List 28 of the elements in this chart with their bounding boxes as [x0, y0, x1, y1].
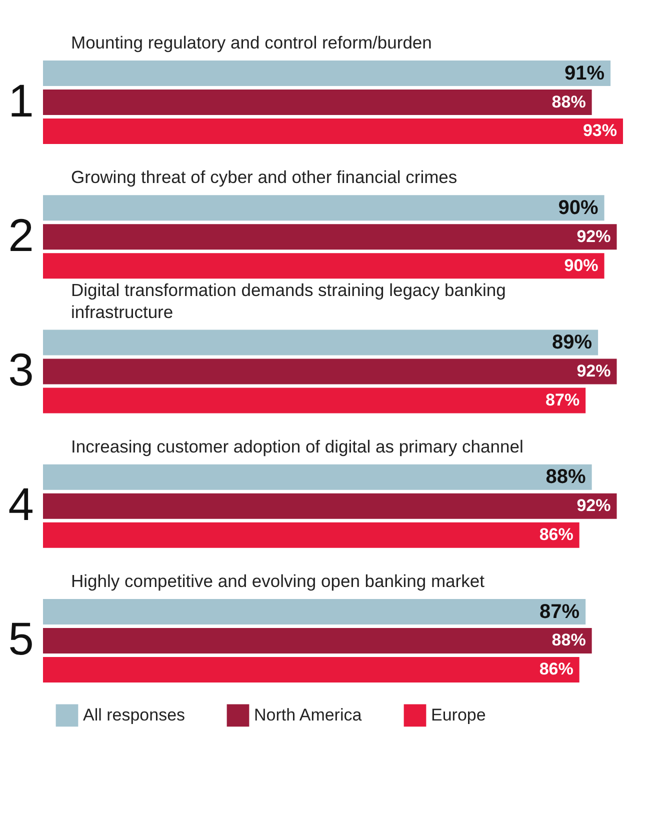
data-label: 89%: [552, 332, 592, 354]
text: 1: [8, 74, 34, 126]
data-label: 90%: [564, 256, 598, 275]
y-tick-label: Mounting regulatory and control reform/burden: [71, 32, 432, 53]
data-label: 93%: [582, 121, 617, 140]
data-label: 88%: [552, 630, 586, 650]
y-tick-label: Highly competitive and evolving open banking market: [71, 571, 485, 591]
data-label: 90%: [558, 196, 599, 219]
data-label: 88%: [552, 92, 586, 112]
y-tick-label: Increasing customer adoption of digital as primary channel: [71, 436, 524, 456]
text: 5: [8, 612, 34, 665]
data-label: 88%: [546, 466, 586, 488]
data-label: 86%: [539, 660, 574, 679]
legend-label: All responses: [83, 705, 186, 724]
data-label: 87%: [540, 600, 580, 623]
data-label: 86%: [539, 525, 574, 544]
data-label: 91%: [564, 62, 605, 84]
y-tick-label: Growing threat of cyber and other financial crimes: [71, 167, 458, 188]
data-label: 92%: [576, 496, 611, 516]
legend-label: North America: [254, 705, 362, 724]
data-label: 92%: [576, 362, 611, 380]
text: 3: [8, 344, 34, 396]
data-label: 87%: [546, 390, 580, 410]
text: 4: [8, 478, 34, 530]
y-tick-label: Digital transformation demands straining legacy banking infrastructure: [71, 280, 506, 322]
data-label: 92%: [576, 226, 611, 246]
text: 2: [8, 208, 34, 261]
legend-label: Europe: [431, 705, 486, 724]
